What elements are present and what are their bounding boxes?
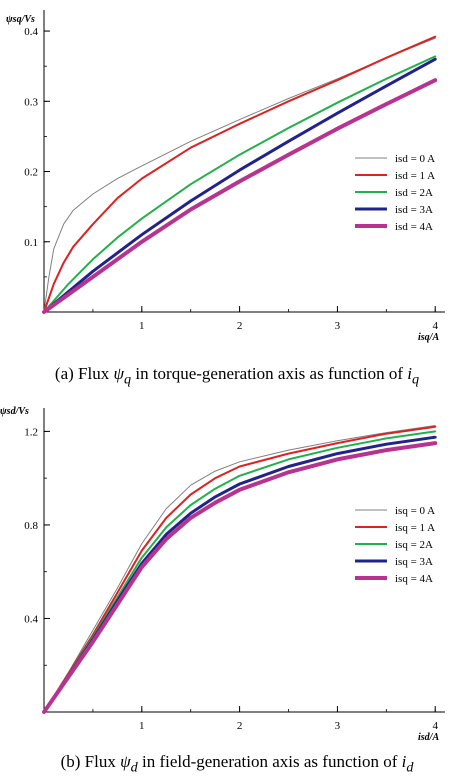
caption-b-symbol-sub: d bbox=[130, 759, 138, 776]
legend-label-3: isd = 2A bbox=[395, 187, 433, 199]
caption-a-prefix: (a) Flux bbox=[54, 364, 114, 383]
legend-label-1: isd = 0 A bbox=[395, 153, 435, 165]
y-tick-label: 0.4 bbox=[24, 26, 38, 38]
x-tick-label: 2 bbox=[237, 720, 243, 732]
series-line-5 bbox=[42, 441, 438, 714]
series-line-1 bbox=[43, 37, 436, 313]
y-tick-label: 0.1 bbox=[24, 237, 38, 249]
y-axis-label: ψsq/Vs bbox=[6, 14, 35, 25]
caption-a: (a) Flux ψq in torque-generation axis as… bbox=[0, 364, 474, 388]
legend-label-4: isd = 3A bbox=[395, 204, 433, 216]
legend-label-2: isq = 1 A bbox=[395, 522, 435, 534]
series-line-2 bbox=[43, 425, 437, 713]
legend-label-5: isd = 4A bbox=[395, 221, 433, 233]
series-line-2 bbox=[43, 35, 437, 313]
series-line-5 bbox=[42, 78, 438, 314]
series-line-4 bbox=[42, 435, 437, 714]
y-tick-label: 0.8 bbox=[24, 520, 38, 532]
caption-b-text: in field-generation axis as function of bbox=[137, 752, 402, 771]
x-tick-label: 3 bbox=[335, 720, 341, 732]
legend-label-1: isq = 0 A bbox=[395, 505, 435, 517]
series-line-3 bbox=[43, 430, 437, 713]
x-tick-label: 2 bbox=[237, 320, 243, 332]
series-line-3 bbox=[43, 55, 437, 313]
series-line-4 bbox=[42, 57, 437, 314]
x-tick-label: 3 bbox=[335, 320, 341, 332]
y-tick-label: 1.2 bbox=[24, 426, 38, 438]
series-line-1 bbox=[43, 425, 436, 713]
x-tick-label: 1 bbox=[139, 320, 145, 332]
legend-label-3: isq = 2A bbox=[395, 539, 433, 551]
caption-b-var-sub: d bbox=[406, 759, 414, 776]
caption-a-var-sub: q bbox=[412, 371, 420, 388]
caption-a-text: in torque-generation axis as function of bbox=[131, 364, 408, 383]
caption-a-symbol: ψ bbox=[113, 364, 125, 383]
legend-label-2: isd = 1 A bbox=[395, 170, 435, 182]
caption-b-prefix: (b) Flux bbox=[60, 752, 121, 771]
caption-b: (b) Flux ψd in field-generation axis as … bbox=[0, 752, 474, 776]
y-tick-label: 0.2 bbox=[24, 167, 38, 179]
x-tick-label: 1 bbox=[139, 720, 145, 732]
chart-psi-d: 1 2 3 4 0.4 0.8 1.2 ψsd/Vs isd/A isq = 0 A isq = 1… bbox=[0, 406, 445, 743]
y-tick-label: 0.3 bbox=[24, 96, 38, 108]
x-axis-label: isd/A bbox=[418, 732, 439, 743]
caption-b-symbol: ψ bbox=[120, 752, 131, 771]
caption-a-var: i bbox=[407, 364, 412, 383]
x-tick-label: 4 bbox=[432, 320, 438, 332]
legend-label-5: isq = 4A bbox=[395, 573, 433, 585]
legend-label-4: isq = 3A bbox=[395, 556, 433, 568]
x-tick-label: 4 bbox=[432, 720, 438, 732]
caption-b-var: i bbox=[401, 752, 407, 771]
x-axis-label: isq/A bbox=[418, 332, 439, 343]
y-tick-label: 0.4 bbox=[24, 613, 38, 625]
y-axis-label: ψsd/Vs bbox=[0, 406, 29, 417]
caption-a-symbol-sub: q bbox=[124, 371, 132, 388]
